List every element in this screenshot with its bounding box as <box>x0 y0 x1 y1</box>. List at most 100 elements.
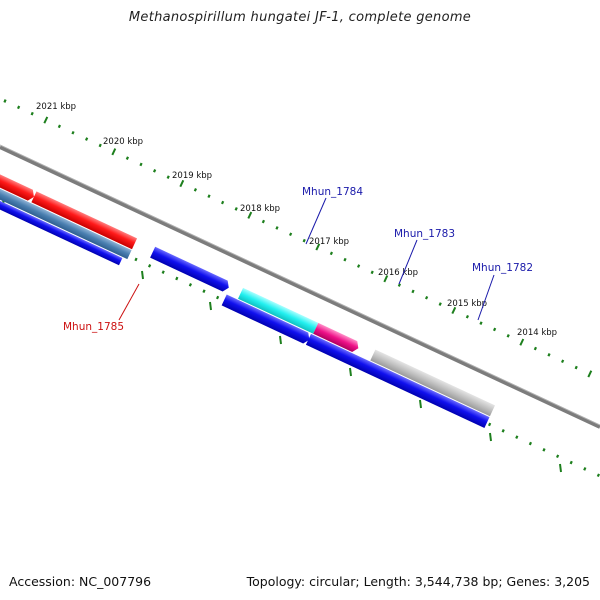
tick-label-2018: 2018 kbp <box>240 204 280 214</box>
gene-label-mhun-1782[interactable]: Mhun_1782 <box>472 262 533 274</box>
minor-tick <box>139 162 143 167</box>
minor-tick <box>560 359 565 364</box>
gene-blue-3[interactable] <box>305 333 366 371</box>
minor-tick <box>501 429 505 433</box>
minor-tick <box>465 314 470 319</box>
minor-tick <box>166 175 170 179</box>
major-tick <box>111 148 117 156</box>
tick-label-2015: 2015 kbp <box>447 299 487 309</box>
minor-tick <box>596 473 600 478</box>
minor-tick <box>397 283 402 287</box>
minor-tick <box>147 264 152 268</box>
genome-summary-text: Topology: circular; Length: 3,544,738 bp… <box>246 574 590 589</box>
major-tick <box>315 243 321 251</box>
leader-line-1783 <box>398 239 418 285</box>
minor-tick <box>175 276 179 281</box>
minor-tick <box>506 334 510 338</box>
major-tick <box>519 338 525 346</box>
minor-tick <box>547 353 551 357</box>
minor-tick <box>261 219 266 224</box>
major-tick <box>247 211 253 219</box>
minor-tick <box>574 365 578 370</box>
tick-label-2017: 2017 kbp <box>309 237 349 247</box>
gene-grey-1[interactable] <box>370 349 495 417</box>
gene-steel-1[interactable] <box>0 154 132 260</box>
minor-tick <box>515 435 519 439</box>
minor-tick <box>329 251 334 256</box>
inner-major-tick <box>209 301 212 311</box>
genome-backbone-highlight <box>0 144 600 426</box>
minor-tick <box>555 454 560 459</box>
minor-tick <box>202 289 206 294</box>
minor-tick <box>438 302 442 306</box>
minor-tick <box>411 289 415 294</box>
minor-tick <box>492 327 497 332</box>
gene-label-mhun-1783[interactable]: Mhun_1783 <box>394 228 455 240</box>
tick-label-2021: 2021 kbp <box>36 102 76 112</box>
minor-tick <box>479 321 483 325</box>
minor-tick <box>134 257 138 262</box>
inner-major-tick <box>279 335 282 345</box>
inner-major-tick <box>559 463 562 473</box>
minor-tick <box>98 143 102 148</box>
minor-tick <box>528 441 533 446</box>
tick-label-2019: 2019 kbp <box>172 171 212 181</box>
minor-tick <box>487 422 492 427</box>
minor-tick <box>57 124 62 129</box>
major-tick <box>383 275 389 283</box>
leader-line-1785 <box>118 283 140 321</box>
minor-tick <box>370 270 374 275</box>
gene-red-3[interactable] <box>31 191 138 250</box>
minor-tick <box>533 346 538 351</box>
minor-tick <box>302 238 306 243</box>
minor-tick <box>288 232 293 237</box>
gene-blue-2[interactable] <box>221 294 312 346</box>
inner-major-tick <box>419 399 422 409</box>
major-tick <box>43 116 49 124</box>
minor-tick <box>71 130 75 135</box>
minor-tick <box>424 295 429 300</box>
minor-tick <box>275 226 279 230</box>
minor-tick <box>583 467 587 471</box>
minor-tick <box>30 111 34 116</box>
minor-tick <box>542 448 546 452</box>
leader-line-1782 <box>477 274 495 321</box>
minor-tick <box>343 257 347 262</box>
gene-blue-4[interactable] <box>357 357 490 429</box>
minor-tick <box>215 295 220 300</box>
gene-label-mhun-1785[interactable]: Mhun_1785 <box>63 321 124 333</box>
gene-mhun-1784[interactable] <box>150 246 231 293</box>
minor-tick <box>207 194 211 199</box>
gene-mhun-1782[interactable] <box>313 322 361 354</box>
major-tick <box>587 370 593 378</box>
minor-tick <box>152 169 157 173</box>
tick-track-outer <box>3 99 593 378</box>
minor-tick <box>3 99 7 103</box>
gene-mhun-1783[interactable] <box>238 287 319 334</box>
minor-tick <box>234 207 238 211</box>
tick-label-2016: 2016 kbp <box>378 268 418 278</box>
minor-tick <box>220 200 225 205</box>
minor-tick <box>16 105 21 110</box>
tick-label-2020: 2020 kbp <box>103 137 143 147</box>
inner-major-tick <box>489 432 492 442</box>
major-tick <box>179 179 185 188</box>
minor-tick <box>569 460 573 465</box>
tick-label-2014: 2014 kbp <box>517 328 557 338</box>
gene-label-mhun-1784[interactable]: Mhun_1784 <box>302 186 363 198</box>
minor-tick <box>193 188 198 192</box>
major-tick <box>451 306 457 315</box>
gene-red-2[interactable] <box>0 173 36 202</box>
minor-tick <box>125 156 130 160</box>
inner-major-tick <box>141 270 144 280</box>
minor-tick <box>84 137 89 141</box>
inner-major-tick <box>349 367 352 377</box>
gene-blue-1785[interactable] <box>0 185 123 266</box>
accession-text: Accession: NC_007796 <box>9 574 152 589</box>
map-title: Methanospirillum hungatei JF-1, complete… <box>128 10 472 25</box>
minor-tick <box>356 264 361 268</box>
genome-backbone <box>0 145 600 429</box>
minor-tick <box>188 283 193 287</box>
leader-line-1784 <box>305 197 327 245</box>
